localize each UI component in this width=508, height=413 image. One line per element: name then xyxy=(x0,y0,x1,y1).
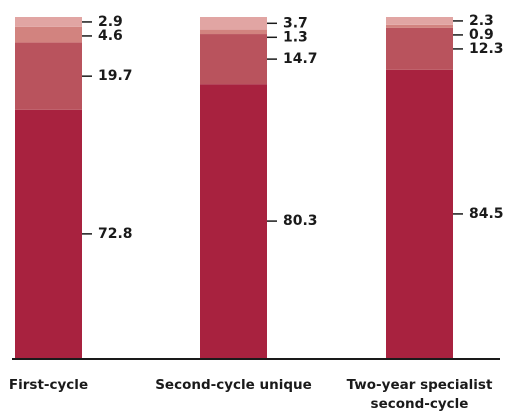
value-label-0-1: 19.7 xyxy=(98,68,133,84)
bars-layer xyxy=(15,17,453,358)
value-label-1-3: 3.7 xyxy=(283,15,308,31)
category-labels-layer: First-cycle Second-cycle unique Two-year s… xyxy=(9,377,493,412)
bar-segment-1-3 xyxy=(200,17,267,30)
value-label-1-0: 80.3 xyxy=(283,213,318,229)
value-label-0-0: 72.8 xyxy=(98,226,133,242)
value-label-1-2: 1.3 xyxy=(283,29,308,45)
bar-segment-0-2 xyxy=(15,26,82,43)
bar-segment-1-1 xyxy=(200,34,267,85)
value-label-2-0: 84.5 xyxy=(469,206,504,222)
bar-segment-0-0 xyxy=(15,109,82,358)
category-label-1: Second-cycle unique xyxy=(155,377,312,393)
bar-segment-0-1 xyxy=(15,42,82,110)
bar-segment-2-0 xyxy=(386,69,453,358)
value-label-2-3: 2.3 xyxy=(469,13,494,29)
bar-segment-2-3 xyxy=(386,17,453,25)
category-label-0: First-cycle xyxy=(9,377,88,393)
leader-lines-layer xyxy=(82,20,463,235)
value-label-2-1: 12.3 xyxy=(469,41,504,57)
bar-segment-0-3 xyxy=(15,17,82,27)
bar-segment-2-1 xyxy=(386,27,453,70)
value-label-0-2: 4.6 xyxy=(98,28,123,44)
bar-segment-1-2 xyxy=(200,29,267,35)
value-labels-layer: 72.8 19.7 4.62.9 80.3 14.7 1.33.7 84.5 12.30.92… xyxy=(98,13,504,242)
category-label-2: Two-year specialist xyxy=(347,377,493,393)
value-label-0-3: 2.9 xyxy=(98,14,123,30)
value-label-2-2: 0.9 xyxy=(469,27,494,43)
bar-segment-2-2 xyxy=(386,24,453,28)
bar-segment-1-0 xyxy=(200,84,267,358)
category-label-2-line-1: second-cycle xyxy=(371,396,469,412)
value-label-1-1: 14.7 xyxy=(283,51,318,67)
